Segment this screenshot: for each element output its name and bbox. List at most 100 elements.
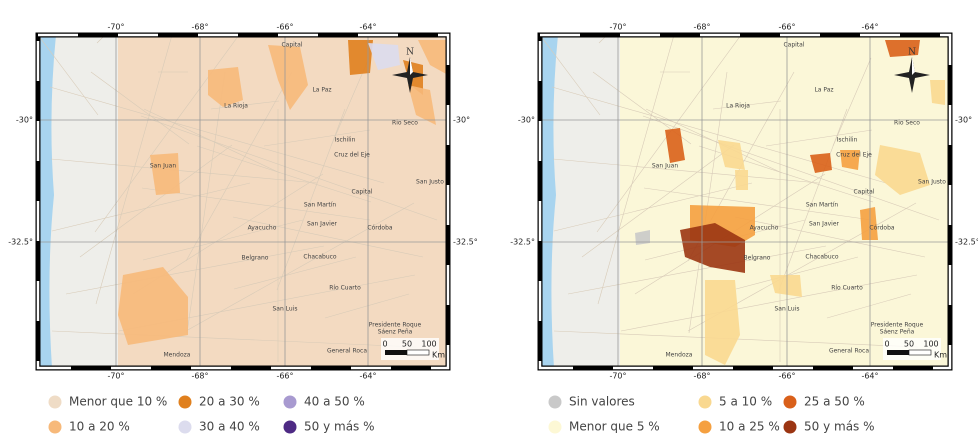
scale-black (385, 350, 407, 355)
place-label: Río Cuarto (831, 285, 863, 292)
place-label: Córdoba (367, 225, 393, 232)
place-label: San Martín (806, 202, 839, 209)
place-label: Presidente Roque (369, 322, 422, 329)
road (90, 71, 190, 145)
legend-swatch (48, 420, 62, 434)
lat-label: -30° (16, 116, 33, 125)
road (196, 145, 372, 203)
place-label: San Javier (809, 221, 840, 228)
road (642, 115, 940, 221)
lon-label: -70° (609, 23, 626, 32)
legend-label: 50 y más % (304, 420, 375, 434)
legend-swatch (48, 395, 62, 409)
legend-label: Sin valores (569, 395, 635, 409)
road (65, 245, 325, 295)
place-label: Córdoba (869, 225, 895, 232)
road (263, 129, 371, 147)
north-label: N (406, 48, 414, 58)
lon-label: -66° (778, 372, 795, 381)
road (140, 115, 438, 221)
place-label: La Rioja (224, 103, 248, 110)
place-label: Chacabuco (303, 254, 337, 261)
road (778, 108, 848, 291)
region (810, 153, 832, 173)
region (408, 85, 436, 125)
lon-label: -68° (693, 23, 710, 32)
map-panel: Capital La Paz La Rioja Rio Seco Ischilin Cru… (510, 23, 978, 381)
legend-swatch (548, 420, 562, 434)
road (712, 100, 782, 110)
scale-bar: 0 50 100 Km (883, 338, 947, 360)
place-label: Capital (351, 189, 372, 196)
lon-label: -70° (609, 372, 626, 381)
place-label: San Juan (150, 163, 176, 170)
north-arrow: N (392, 48, 428, 93)
region (635, 230, 650, 245)
lon-label: -64° (359, 23, 376, 32)
scale-unit: Km (432, 351, 445, 360)
region (718, 140, 745, 170)
scale-tick: 100 (923, 340, 938, 349)
road (141, 187, 371, 221)
road (552, 158, 820, 184)
road (185, 71, 293, 262)
lon-label: -68° (693, 372, 710, 381)
arrow-light (912, 57, 915, 75)
place-label: La Rioja (726, 103, 750, 110)
place-label: General Roca (327, 348, 367, 355)
lon-label: -66° (778, 23, 795, 32)
region (368, 43, 400, 70)
place-label: General Roca (829, 348, 869, 355)
place-label: Ischilin (837, 137, 858, 144)
legend-label: 10 a 25 % (719, 420, 780, 434)
overlay (620, 35, 950, 368)
place-label: Presidente Roque (871, 322, 924, 329)
region (348, 40, 373, 75)
place-label: San Juan (652, 163, 678, 170)
road (734, 216, 926, 258)
lon-label: -66° (276, 372, 293, 381)
lon-label: -68° (191, 372, 208, 381)
legend-label: Menor que 5 % (569, 420, 660, 434)
place-label: San Justo (918, 179, 946, 186)
road (276, 108, 346, 291)
region (268, 45, 308, 110)
road (553, 182, 753, 232)
road (765, 129, 873, 147)
place-label: San Luis (272, 306, 297, 313)
road (832, 57, 872, 147)
lat-label: -32.5° (8, 238, 33, 247)
lon-label: -64° (861, 372, 878, 381)
road (643, 187, 873, 221)
region (860, 207, 878, 240)
place-label: San Martín (304, 202, 337, 209)
road (735, 256, 859, 290)
legend-label: 20 a 30 % (199, 395, 260, 409)
road (49, 86, 385, 184)
legend-label: Menor que 10 % (69, 395, 167, 409)
region (680, 223, 745, 273)
road (185, 202, 415, 332)
place-label: Ischilin (335, 137, 356, 144)
scale-tick: 50 (402, 340, 412, 349)
legend-swatch (178, 420, 192, 434)
ocean (38, 35, 56, 368)
road (142, 219, 304, 261)
place-label: Ayacucho (750, 225, 779, 232)
legend-label: 5 a 10 % (719, 395, 772, 409)
region (770, 275, 802, 297)
scale-white (406, 349, 430, 356)
place-label: Capital (281, 42, 302, 49)
road (51, 330, 417, 348)
place-label: Capital (783, 42, 804, 49)
lon-label: -70° (107, 23, 124, 32)
legend-swatch (548, 395, 562, 409)
place-label: Mendoza (164, 352, 191, 359)
place-label: San Luis (774, 306, 799, 313)
legend-swatch (283, 395, 297, 409)
legend-swatch (698, 420, 712, 434)
region (118, 267, 188, 345)
road (581, 144, 735, 258)
scale-unit: Km (934, 351, 947, 360)
legend-label: 40 a 50 % (304, 395, 365, 409)
